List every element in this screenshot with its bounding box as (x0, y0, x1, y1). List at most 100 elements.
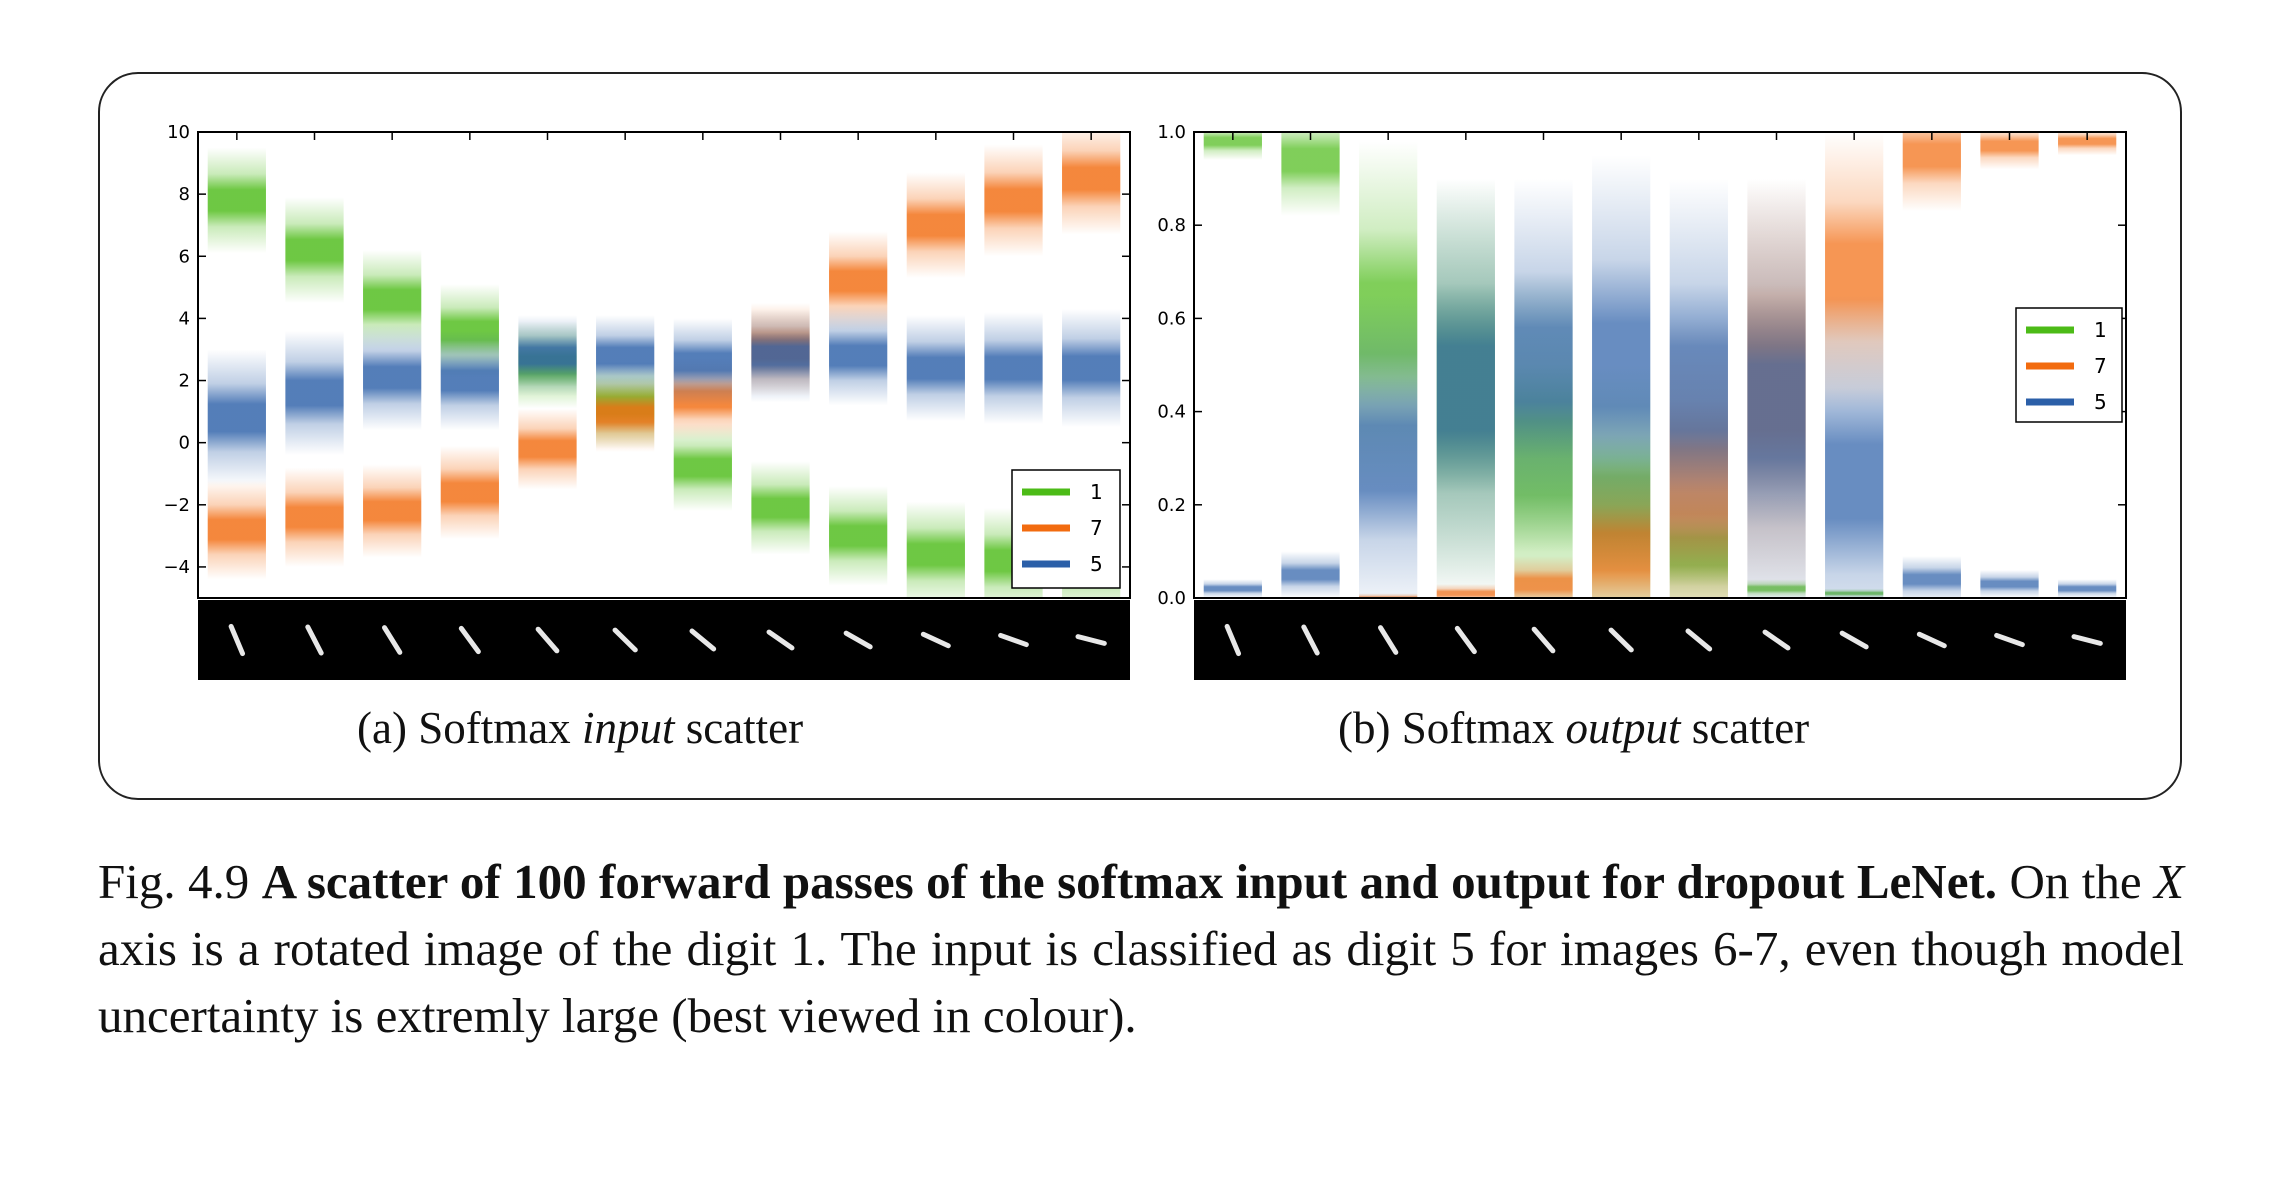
band-series-1-image-10 (906, 501, 965, 598)
rotated-digit-6 (612, 627, 638, 653)
digit-image-strip (198, 600, 1130, 680)
y-tick-label: −2 (163, 495, 190, 516)
band-series-7-image-12 (2058, 132, 2117, 156)
rotated-digit-2 (1301, 624, 1320, 656)
y-tick-label: 0 (179, 433, 190, 454)
rotated-digit-7 (689, 628, 717, 652)
band-series-5-image-5 (1514, 178, 1573, 552)
rotated-digit-4 (458, 625, 481, 655)
band-series-5-image-8 (1747, 178, 1806, 598)
y-tick-label: 4 (179, 308, 190, 329)
rotated-digit-1 (1224, 623, 1242, 657)
caption-bold: A scatter of 100 forward passes of the s… (261, 854, 1998, 909)
legend-label-7: 7 (2094, 354, 2107, 378)
figure-number: Fig. 4.9 (98, 854, 250, 909)
band-series-7-image-10 (906, 172, 965, 279)
rotated-digit-6 (1608, 627, 1634, 653)
band-series-1-image-2 (285, 197, 344, 303)
panel-a-suffix: scatter (685, 703, 804, 753)
rotated-digit-2 (305, 624, 324, 656)
y-tick-label: 0.4 (1157, 402, 1186, 423)
y-tick-label: 8 (179, 184, 190, 205)
band-series-5-image-8 (751, 309, 810, 403)
band-series-7-image-2 (285, 467, 344, 567)
rotated-digit-12 (2071, 634, 2103, 646)
band-series-1-image-8 (751, 461, 810, 555)
panel-a-caption: (a) Softmax input scatter (357, 702, 803, 754)
panel-b-label: (b) Softmax (1338, 703, 1555, 753)
band-series-5-image-10 (906, 315, 965, 421)
y-tick-label: 0.0 (1157, 588, 1186, 609)
softmax-output-chart: 0.0 0.2 0.4 0.6 0.8 1.0 1 7 5 (1157, 122, 2127, 680)
rotated-digit-11 (998, 632, 1029, 648)
y-tick-label: 0.2 (1157, 495, 1186, 516)
panel-a-italic: input (581, 703, 675, 753)
rotated-digit-3 (382, 625, 403, 655)
rotated-digit-1 (228, 623, 246, 657)
caption-x-symbol: X (2154, 854, 2185, 909)
band-series-7-image-4 (440, 445, 499, 539)
band-series-5-image-2 (1281, 551, 1340, 598)
y-tick-label: 0.8 (1157, 215, 1186, 236)
rotated-digit-3 (1378, 625, 1399, 655)
band-series-1-image-1 (1203, 132, 1262, 160)
legend-label-1: 1 (2094, 318, 2107, 342)
band-series-1-image-1 (207, 147, 266, 254)
softmax-input-chart: −4 −2 0 2 4 6 8 10 1 7 5 (163, 122, 1131, 680)
panel-b-italic: output (1565, 703, 1681, 753)
y-tick-label: 10 (167, 122, 190, 143)
band-series-5-image-10 (1902, 556, 1961, 598)
plot-area (198, 132, 1130, 598)
legend-label-7: 7 (1090, 516, 1103, 540)
band-series-5-image-9 (1825, 295, 1884, 598)
band-series-5-image-11 (984, 312, 1043, 425)
rotated-digit-7 (1685, 628, 1713, 652)
rotated-digit-10 (920, 631, 951, 649)
band-series-5-image-11 (1980, 570, 2039, 598)
panel-a-label: (a) Softmax (357, 703, 571, 753)
figure-caption: Fig. 4.9 A scatter of 100 forward passes… (98, 848, 2184, 1049)
band-series-7-image-11 (1980, 132, 2039, 170)
band-series-7-image-5 (1514, 556, 1573, 598)
band-series-1-image-2 (1281, 132, 1340, 216)
band-series-5-image-12 (2058, 579, 2117, 598)
rotated-digit-12 (1075, 634, 1107, 646)
rotated-digit-9 (843, 630, 873, 650)
y-tick-label: −4 (163, 557, 190, 578)
axes-frame (197, 131, 1131, 599)
caption-text-post: axis is a rotated image of the digit 1. … (98, 921, 2184, 1043)
rotated-digit-5 (535, 626, 560, 654)
band-series-5-image-7 (1669, 178, 1728, 598)
band-series-5-image-12 (1062, 309, 1121, 428)
band-series-5-image-3 (1359, 295, 1418, 598)
band-series-5-image-4 (440, 330, 499, 431)
rotated-digit-9 (1839, 630, 1869, 650)
band-series-5-image-6 (596, 315, 655, 397)
rotated-digit-11 (1994, 632, 2025, 648)
y-tick-label: 6 (179, 246, 190, 267)
panel-b-suffix: scatter (1691, 703, 1810, 753)
rotated-digit-10 (1916, 631, 1947, 649)
legend-label-5: 5 (1090, 552, 1103, 576)
band-series-5-image-1 (207, 349, 266, 487)
band-series-7-image-1 (207, 479, 266, 580)
band-series-7-image-5 (518, 408, 577, 490)
band-series-7-image-12 (1062, 132, 1121, 235)
legend-label-5: 5 (2094, 390, 2107, 414)
rotated-digit-5 (1531, 626, 1556, 654)
band-series-1-image-9 (829, 486, 888, 586)
digit-image-strip (1194, 600, 2126, 680)
band-series-5-image-6 (1592, 155, 1651, 575)
band-series-5-image-5 (518, 315, 577, 397)
rotated-digit-8 (766, 629, 795, 651)
band-series-7-image-3 (363, 464, 422, 558)
legend-label-1: 1 (1090, 480, 1103, 504)
panel-b-caption: (b) Softmax output scatter (1338, 702, 1809, 754)
band-series-5-image-7 (673, 318, 732, 406)
band-series-5-image-2 (285, 330, 344, 456)
rotated-digit-4 (1454, 625, 1477, 655)
rotated-digit-8 (1762, 629, 1791, 651)
band-series-5-image-3 (363, 324, 422, 431)
figure-frame (98, 72, 2182, 800)
plot-area (1194, 132, 2126, 598)
